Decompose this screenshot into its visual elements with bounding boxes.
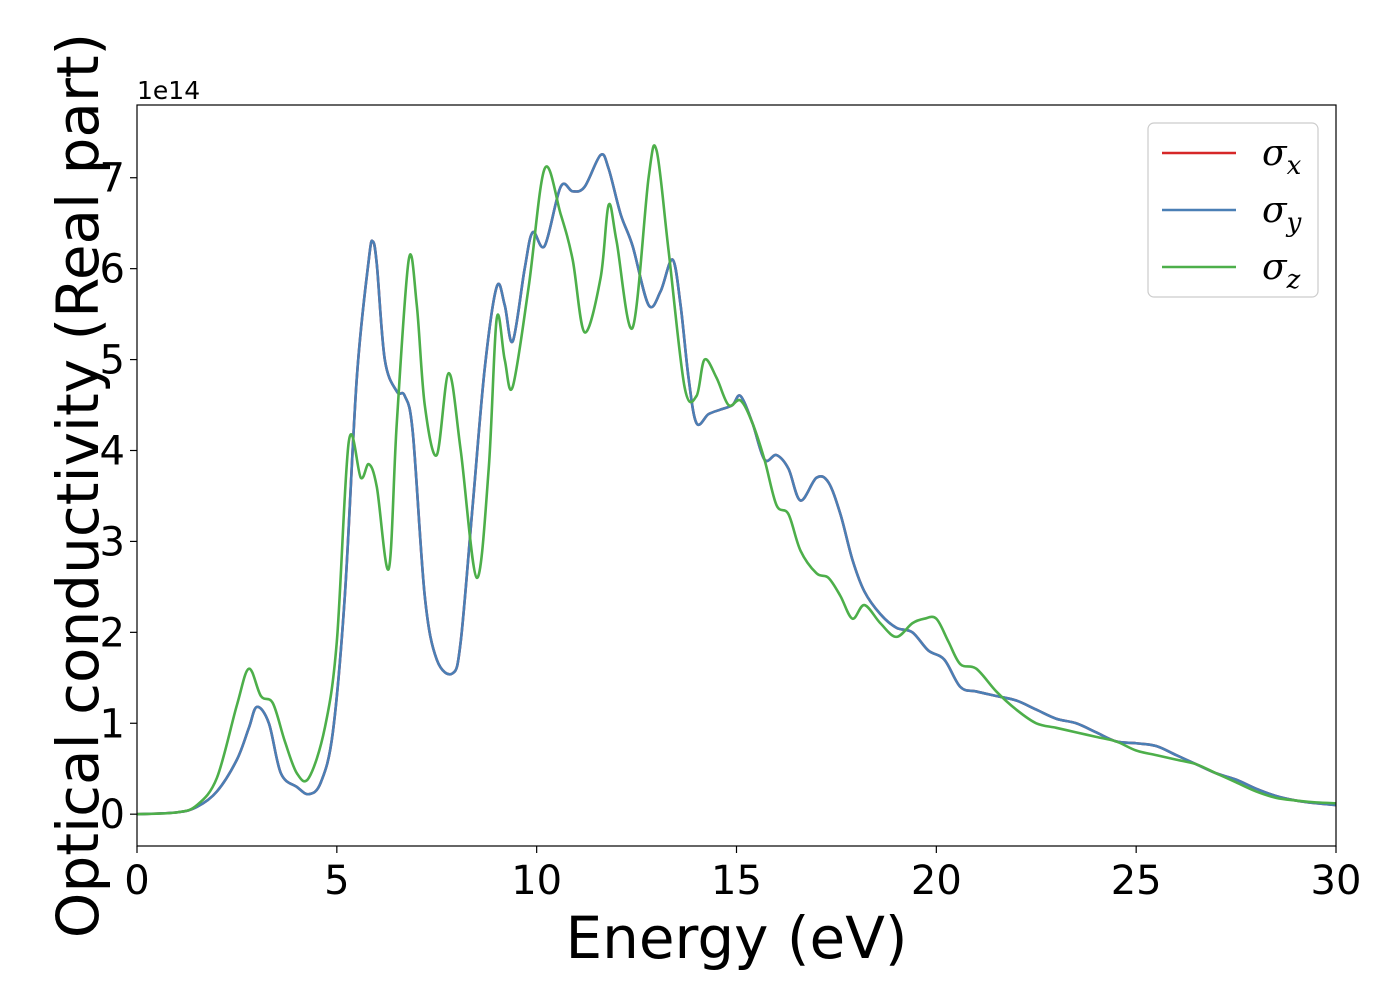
x-tick-label: 0: [124, 858, 149, 904]
x-tick-label: 20: [911, 858, 962, 904]
y-tick-label: 2: [100, 610, 125, 656]
y-tick-label: 5: [100, 338, 125, 384]
x-tick-label: 5: [324, 858, 349, 904]
y-tick-label: 6: [100, 247, 125, 293]
y-tick-label: 0: [100, 792, 125, 838]
x-tick-label: 15: [711, 858, 762, 904]
plot-lines: [137, 144, 1336, 816]
series-line-z: [137, 144, 1336, 816]
legend-label-y: σy: [1262, 190, 1302, 238]
x-tick-label: 30: [1311, 858, 1362, 904]
y-axis-label: Optical conductivity (Real part): [44, 33, 112, 938]
series-line-y: [137, 153, 1336, 816]
y-tick-label: 3: [100, 519, 125, 565]
x-tick-label: 10: [511, 858, 562, 904]
y-tick-label: 7: [100, 156, 125, 202]
x-axis: 0 5 10 15 20 25 30: [124, 846, 1361, 904]
legend-label-z: σz: [1262, 247, 1301, 295]
y-tick-label: 1: [100, 701, 125, 747]
y-offset-label: 1e14: [137, 76, 200, 105]
x-tick-label: 25: [1111, 858, 1162, 904]
y-tick-label: 4: [100, 428, 125, 474]
y-axis: 0 1 2 3 4 5 6 7: [100, 156, 137, 838]
x-axis-label: Energy (eV): [565, 904, 907, 972]
